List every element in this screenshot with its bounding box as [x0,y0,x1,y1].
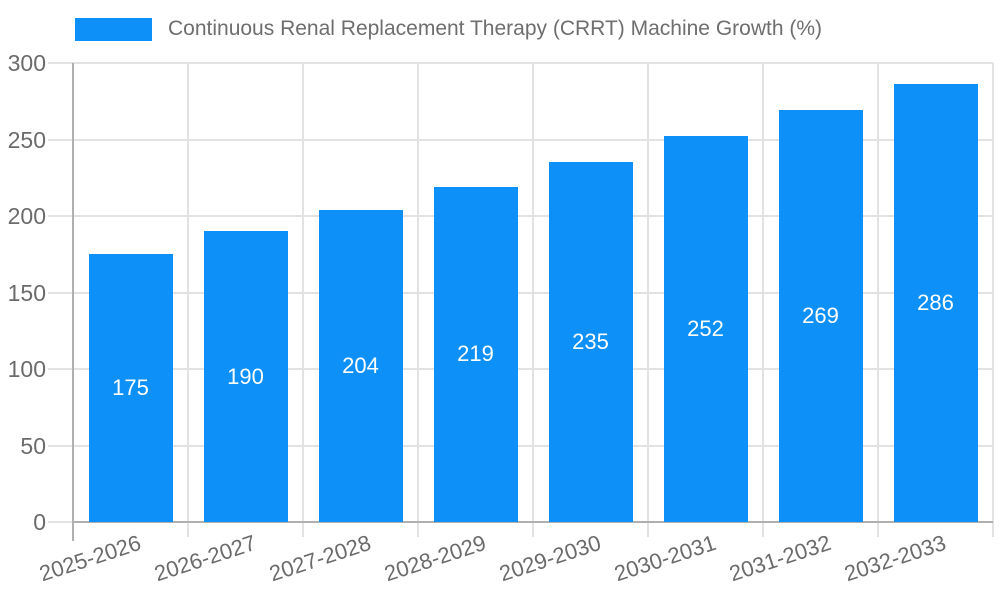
bar-value-label: 252 [687,316,724,342]
legend-label: Continuous Renal Replacement Therapy (CR… [168,17,822,40]
bar-value-label: 286 [917,290,954,316]
x-tick-label: 2026-2027 [151,530,260,587]
y-tick-label: 0 [33,509,46,535]
x-tick-label: 2028-2029 [381,530,490,587]
x-axis-line [73,521,993,523]
x-gridline [417,63,419,522]
bar [663,136,748,522]
bar-value-label: 190 [227,363,264,389]
legend-swatch-icon [75,17,152,41]
bar-value-label: 235 [572,329,609,355]
x-tick [647,522,649,537]
y-tick-label: 250 [7,126,46,153]
bar [778,110,863,522]
y-tick [48,521,73,523]
y-axis-line [72,63,74,541]
bar [203,231,288,522]
y-tick [48,138,73,141]
bar [548,162,633,522]
bar [88,254,173,522]
y-tick [48,62,73,64]
bar-value-label: 269 [802,303,839,329]
y-tick [48,215,73,217]
x-tick-label: 2032-2033 [841,530,950,587]
x-tick [532,522,534,537]
x-gridline [647,63,649,522]
y-tick [48,368,73,370]
y-tick [48,444,73,447]
y-tick-label: 150 [7,279,46,306]
y-tick-label: 100 [7,356,46,382]
y-tick [48,291,73,294]
bar [318,209,403,522]
x-tick-label: 2029-2030 [496,530,605,587]
bar [433,186,518,522]
bar-value-label: 175 [112,375,149,401]
x-gridline [992,63,994,522]
x-tick-label: 2031-2032 [726,530,835,587]
bar-value-label: 204 [342,352,379,378]
y-tick-label: 50 [20,432,46,459]
x-tick-label: 2030-2031 [611,530,720,587]
x-tick [187,522,189,537]
x-tick [302,522,304,537]
legend-item[interactable]: Continuous Renal Replacement Therapy (CR… [75,17,822,41]
bar-value-label: 219 [457,341,494,367]
x-gridline [187,63,189,522]
x-gridline [532,63,534,522]
y-tick-label: 300 [7,50,46,76]
y-tick-label: 200 [7,203,46,229]
x-tick [992,522,994,537]
bar [893,84,978,522]
x-tick [417,522,419,537]
x-gridline [762,63,764,522]
x-tick [877,522,879,537]
x-tick-label: 2025-2026 [36,530,145,587]
x-gridline [302,63,304,522]
x-gridline [877,63,879,522]
x-tick-label: 2027-2028 [266,530,375,587]
x-tick [762,522,764,537]
